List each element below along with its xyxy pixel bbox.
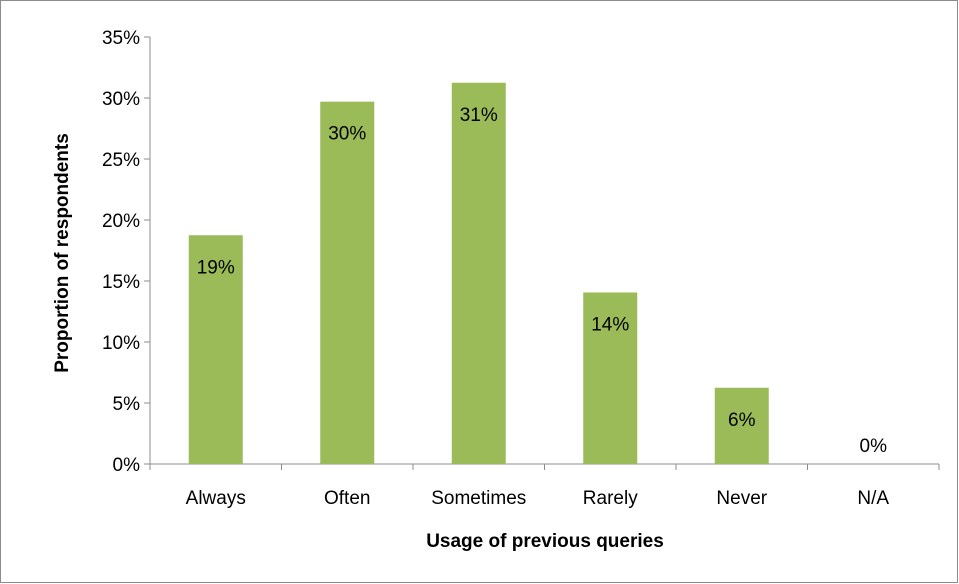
bar-never bbox=[714, 387, 769, 464]
bar-rarely bbox=[583, 292, 638, 464]
x-tick-label: Sometimes bbox=[431, 488, 526, 509]
y-axis-title: Proportion of respondents bbox=[52, 133, 73, 373]
bar-often bbox=[320, 101, 375, 464]
y-tick-label: 35% bbox=[102, 28, 140, 49]
y-tick-label: 30% bbox=[102, 89, 140, 110]
data-label: 30% bbox=[328, 124, 366, 145]
y-tick-label: 5% bbox=[113, 394, 141, 415]
plot-area: 0% 5% 10% 15% 20% 25% 30% 35% 19% Always 30% Often 3… bbox=[102, 28, 940, 509]
x-tick-label: Often bbox=[324, 488, 370, 509]
data-label: 14% bbox=[591, 314, 629, 335]
y-tick-label: 0% bbox=[113, 455, 141, 476]
data-label: 31% bbox=[460, 105, 498, 126]
bar-sometimes bbox=[451, 82, 506, 464]
y-tick-label: 10% bbox=[102, 333, 140, 354]
x-tick-label: Always bbox=[186, 488, 246, 509]
y-tick-label: 20% bbox=[102, 211, 140, 232]
x-tick-label: Rarely bbox=[583, 488, 638, 509]
data-label: 19% bbox=[197, 257, 235, 278]
data-label: 6% bbox=[728, 410, 756, 431]
data-label: 0% bbox=[860, 436, 888, 457]
x-axis-title: Usage of previous queries bbox=[426, 531, 664, 552]
y-tick-label: 15% bbox=[102, 272, 140, 293]
y-tick-label: 25% bbox=[102, 150, 140, 171]
x-tick-label: N/A bbox=[857, 488, 889, 509]
bar-always bbox=[188, 235, 243, 464]
x-tick-label: Never bbox=[716, 488, 767, 509]
